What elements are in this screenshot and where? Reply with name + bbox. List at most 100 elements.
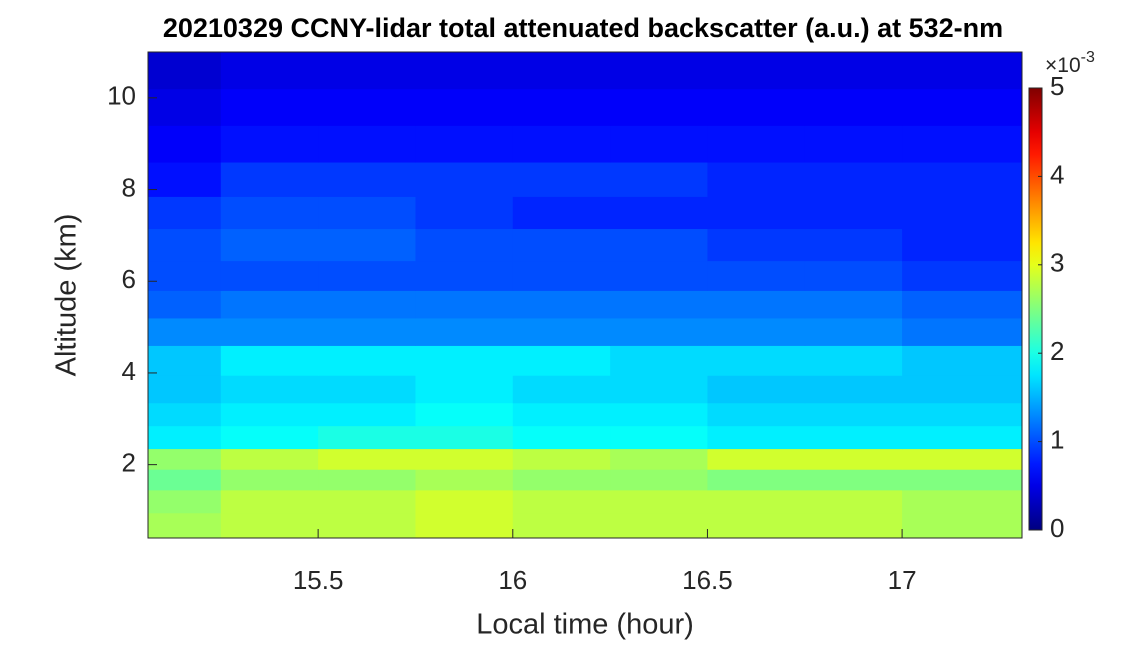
heatmap-cell xyxy=(707,88,806,126)
heatmap-cell xyxy=(610,228,708,262)
heatmap-cell xyxy=(902,125,1023,163)
heatmap-cell xyxy=(415,228,514,262)
heatmap-cell xyxy=(902,402,1023,427)
heatmap-cell xyxy=(220,345,319,376)
heatmap-cell xyxy=(610,469,708,491)
heatmap-cell xyxy=(220,489,319,514)
heatmap-cell xyxy=(804,52,903,90)
heatmap-cell xyxy=(902,345,1023,376)
heatmap-cell xyxy=(512,489,611,514)
heatmap-cell xyxy=(220,317,319,346)
heatmap-cell xyxy=(902,489,1023,514)
heatmap-cell xyxy=(318,345,416,376)
heatmap-cell xyxy=(902,196,1023,230)
heatmap-cell xyxy=(610,196,708,230)
heatmap-cell xyxy=(318,162,416,197)
heatmap-cell xyxy=(707,290,806,319)
heatmap-cell xyxy=(804,375,903,404)
heatmap-cell xyxy=(707,125,806,163)
heatmap-cell xyxy=(415,448,514,470)
heatmap-cell xyxy=(318,469,416,491)
y-tick-label: 8 xyxy=(122,172,136,202)
heatmap-cell xyxy=(512,402,611,427)
heatmap-cell xyxy=(610,290,708,319)
heatmap-cell xyxy=(707,512,806,539)
heatmap-cell xyxy=(902,317,1023,346)
heatmap-cell xyxy=(318,196,416,230)
heatmap-cell xyxy=(707,196,806,230)
heatmap-cell xyxy=(148,52,222,90)
heatmap-cell xyxy=(318,375,416,404)
colorbar-tick-label: 1 xyxy=(1050,424,1064,454)
heatmap-cell xyxy=(415,345,514,376)
heatmap-cell xyxy=(610,375,708,404)
heatmap-cell xyxy=(148,228,222,262)
x-tick-label: 17 xyxy=(888,565,917,595)
heatmap-cell xyxy=(220,228,319,262)
heatmap-cell xyxy=(902,448,1023,470)
heatmap-cell xyxy=(512,88,611,126)
heatmap-cell xyxy=(148,196,222,230)
heatmap-cell xyxy=(804,88,903,126)
heatmap-cell xyxy=(902,260,1023,291)
colorbar xyxy=(1028,87,1043,531)
heatmap-cell xyxy=(804,345,903,376)
x-tick-label: 15.5 xyxy=(293,565,344,595)
heatmap-cell xyxy=(610,402,708,427)
heatmap-cell xyxy=(610,260,708,291)
heatmap-cell xyxy=(804,317,903,346)
heatmap-cell xyxy=(707,375,806,404)
y-tick-label: 10 xyxy=(107,81,136,111)
y-tick-label: 4 xyxy=(122,356,136,386)
heatmap-cell xyxy=(512,162,611,197)
heatmap-cell xyxy=(318,317,416,346)
heatmap-cell xyxy=(804,469,903,491)
colorbar-tick-label: 5 xyxy=(1050,71,1064,101)
colorbar-multiplier: ×10-3 xyxy=(1045,49,1095,76)
heatmap-cell xyxy=(610,317,708,346)
heatmap-cell xyxy=(804,290,903,319)
heatmap-cell xyxy=(148,425,222,450)
colorbar-tick-label: 3 xyxy=(1050,248,1064,278)
heatmap-cell xyxy=(415,196,514,230)
heatmap-cell xyxy=(707,425,806,450)
heatmap-cell xyxy=(220,260,319,291)
x-tick-label: 16 xyxy=(498,565,527,595)
x-tick-label: 16.5 xyxy=(682,565,733,595)
heatmap-cell xyxy=(804,402,903,427)
heatmap-cell xyxy=(148,489,222,514)
heatmap-cell xyxy=(610,489,708,514)
heatmap-cell xyxy=(804,162,903,197)
heatmap-cell xyxy=(707,448,806,470)
plot-frame xyxy=(147,51,1023,539)
heatmap-cell xyxy=(415,425,514,450)
heatmap-cell xyxy=(318,228,416,262)
y-tick-label: 2 xyxy=(122,448,136,478)
heatmap-cell xyxy=(415,317,514,346)
heatmap-cell xyxy=(220,125,319,163)
heatmap-cell xyxy=(707,228,806,262)
heatmap-cell xyxy=(148,448,222,470)
heatmap-cell xyxy=(610,162,708,197)
heatmap-cell xyxy=(220,290,319,319)
heatmap-cell xyxy=(610,512,708,539)
colorbar-tick-label: 0 xyxy=(1050,513,1064,543)
heatmap-cell xyxy=(902,469,1023,491)
heatmap-cell xyxy=(804,448,903,470)
heatmap-cell xyxy=(610,88,708,126)
chart-title: 20210329 CCNY-lidar total attenuated bac… xyxy=(163,13,1003,43)
heatmap-cell xyxy=(318,125,416,163)
heatmap-cell xyxy=(220,448,319,470)
heatmap-cell xyxy=(804,512,903,539)
heatmap-cell xyxy=(415,162,514,197)
heatmap-cell xyxy=(902,88,1023,126)
heatmap-cell xyxy=(318,290,416,319)
heatmap-cell xyxy=(707,345,806,376)
heatmap-cell xyxy=(220,402,319,427)
heatmap-cell xyxy=(902,228,1023,262)
heatmap-cell xyxy=(220,375,319,404)
heatmap-cell xyxy=(415,402,514,427)
heatmap-cell xyxy=(148,125,222,163)
heatmap-cell xyxy=(902,375,1023,404)
